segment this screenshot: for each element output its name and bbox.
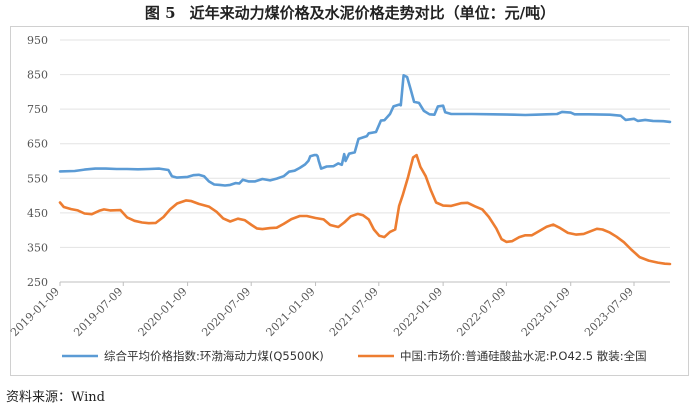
figure-title: 近年来动力煤价格及水泥价格走势对比（单位：元/吨） bbox=[189, 4, 556, 22]
x-tick-label: 2019-07-09 bbox=[71, 285, 125, 339]
chart-frame bbox=[10, 26, 689, 376]
legend-label: 中国:市场价:普通硅酸盐水泥:P.O42.5 散装:全国 bbox=[400, 349, 647, 363]
y-tick-label: 650 bbox=[27, 138, 48, 151]
y-tick-label: 950 bbox=[27, 34, 48, 47]
series-line-cement bbox=[58, 153, 672, 266]
legend: 综合平均价格指数:环渤海动力煤(Q5500K) 中国:市场价:普通硅酸盐水泥:P.… bbox=[62, 349, 647, 363]
y-tick-label: 450 bbox=[27, 207, 48, 220]
grid-lines bbox=[60, 39, 670, 283]
x-tick-label: 2020-07-09 bbox=[199, 285, 253, 339]
x-tick-label: 2022-07-09 bbox=[454, 285, 508, 339]
source-note: 资料来源：Wind bbox=[6, 390, 105, 405]
x-tick-label: 2020-01-09 bbox=[136, 285, 190, 339]
series-lines bbox=[58, 74, 672, 266]
y-tick-label: 750 bbox=[27, 103, 48, 116]
x-tick-label: 2021-07-09 bbox=[327, 285, 381, 339]
y-tick-label: 550 bbox=[27, 172, 48, 185]
series-line-coal bbox=[58, 74, 672, 187]
x-axis: 2019-01-09 2019-07-09 2020-01-09 2020-07-09… bbox=[8, 282, 636, 339]
y-tick-label: 350 bbox=[27, 241, 48, 254]
y-tick-label: 250 bbox=[27, 276, 48, 289]
chart-title: 图 5 近年来动力煤价格及水泥价格走势对比（单位：元/吨） bbox=[0, 2, 700, 24]
x-tick-label: 2023-07-09 bbox=[582, 285, 636, 339]
x-tick-label: 2021-01-09 bbox=[264, 285, 318, 339]
y-tick-label: 850 bbox=[27, 69, 48, 82]
legend-label: 综合平均价格指数:环渤海动力煤(Q5500K) bbox=[104, 349, 324, 363]
y-axis: 250 350 450 550 650 750 850 950 bbox=[27, 34, 48, 289]
x-tick-label: 2023-01-09 bbox=[519, 285, 573, 339]
figure-label: 图 5 bbox=[144, 4, 176, 22]
x-tick-label: 2022-01-09 bbox=[391, 285, 445, 339]
x-tick-label: 2019-01-09 bbox=[8, 285, 62, 339]
